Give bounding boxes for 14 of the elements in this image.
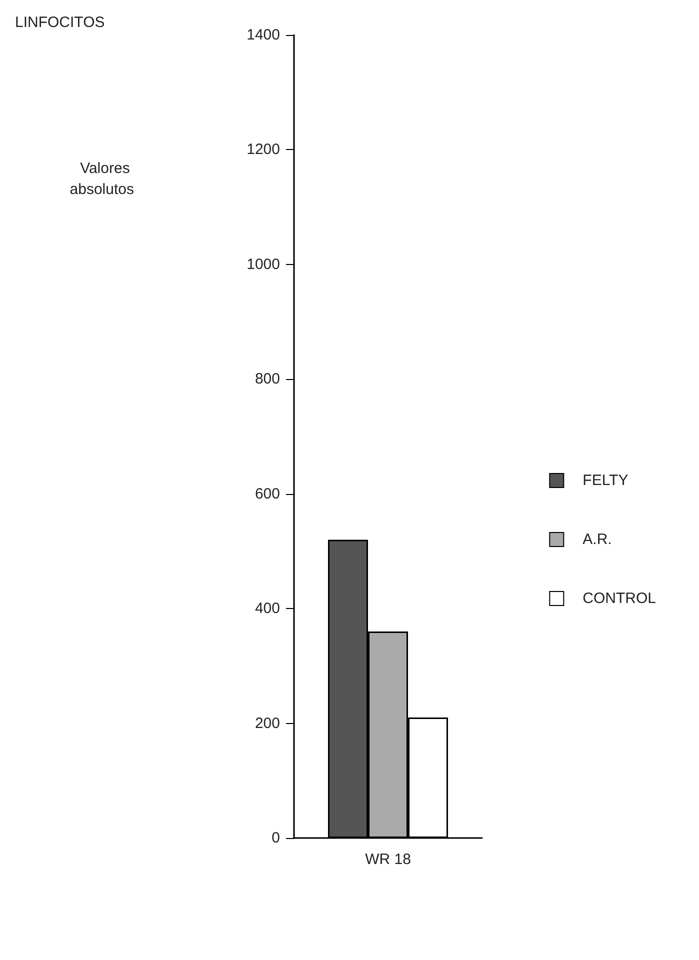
text: Valores absolutos [70, 160, 134, 198]
y-tick-label: 400 [254, 600, 280, 618]
y-tick-label: 1200 [246, 141, 280, 158]
legend-label: A.R. [582, 531, 612, 548]
y-tick-label: 200 [254, 714, 280, 732]
y-tick-label: 1000 [246, 256, 280, 273]
legend-label: FELTY [582, 472, 628, 489]
y-tick-label: 0 [272, 830, 280, 846]
text: LINFOCITOS [15, 14, 105, 31]
x-tick-label: WR 18 [365, 851, 411, 868]
y-tick-label: 1400 [246, 26, 280, 44]
y-tick-label: 600 [254, 485, 280, 502]
legend-label: CONTROL [582, 590, 656, 607]
y-tick-label: 800 [254, 370, 280, 388]
